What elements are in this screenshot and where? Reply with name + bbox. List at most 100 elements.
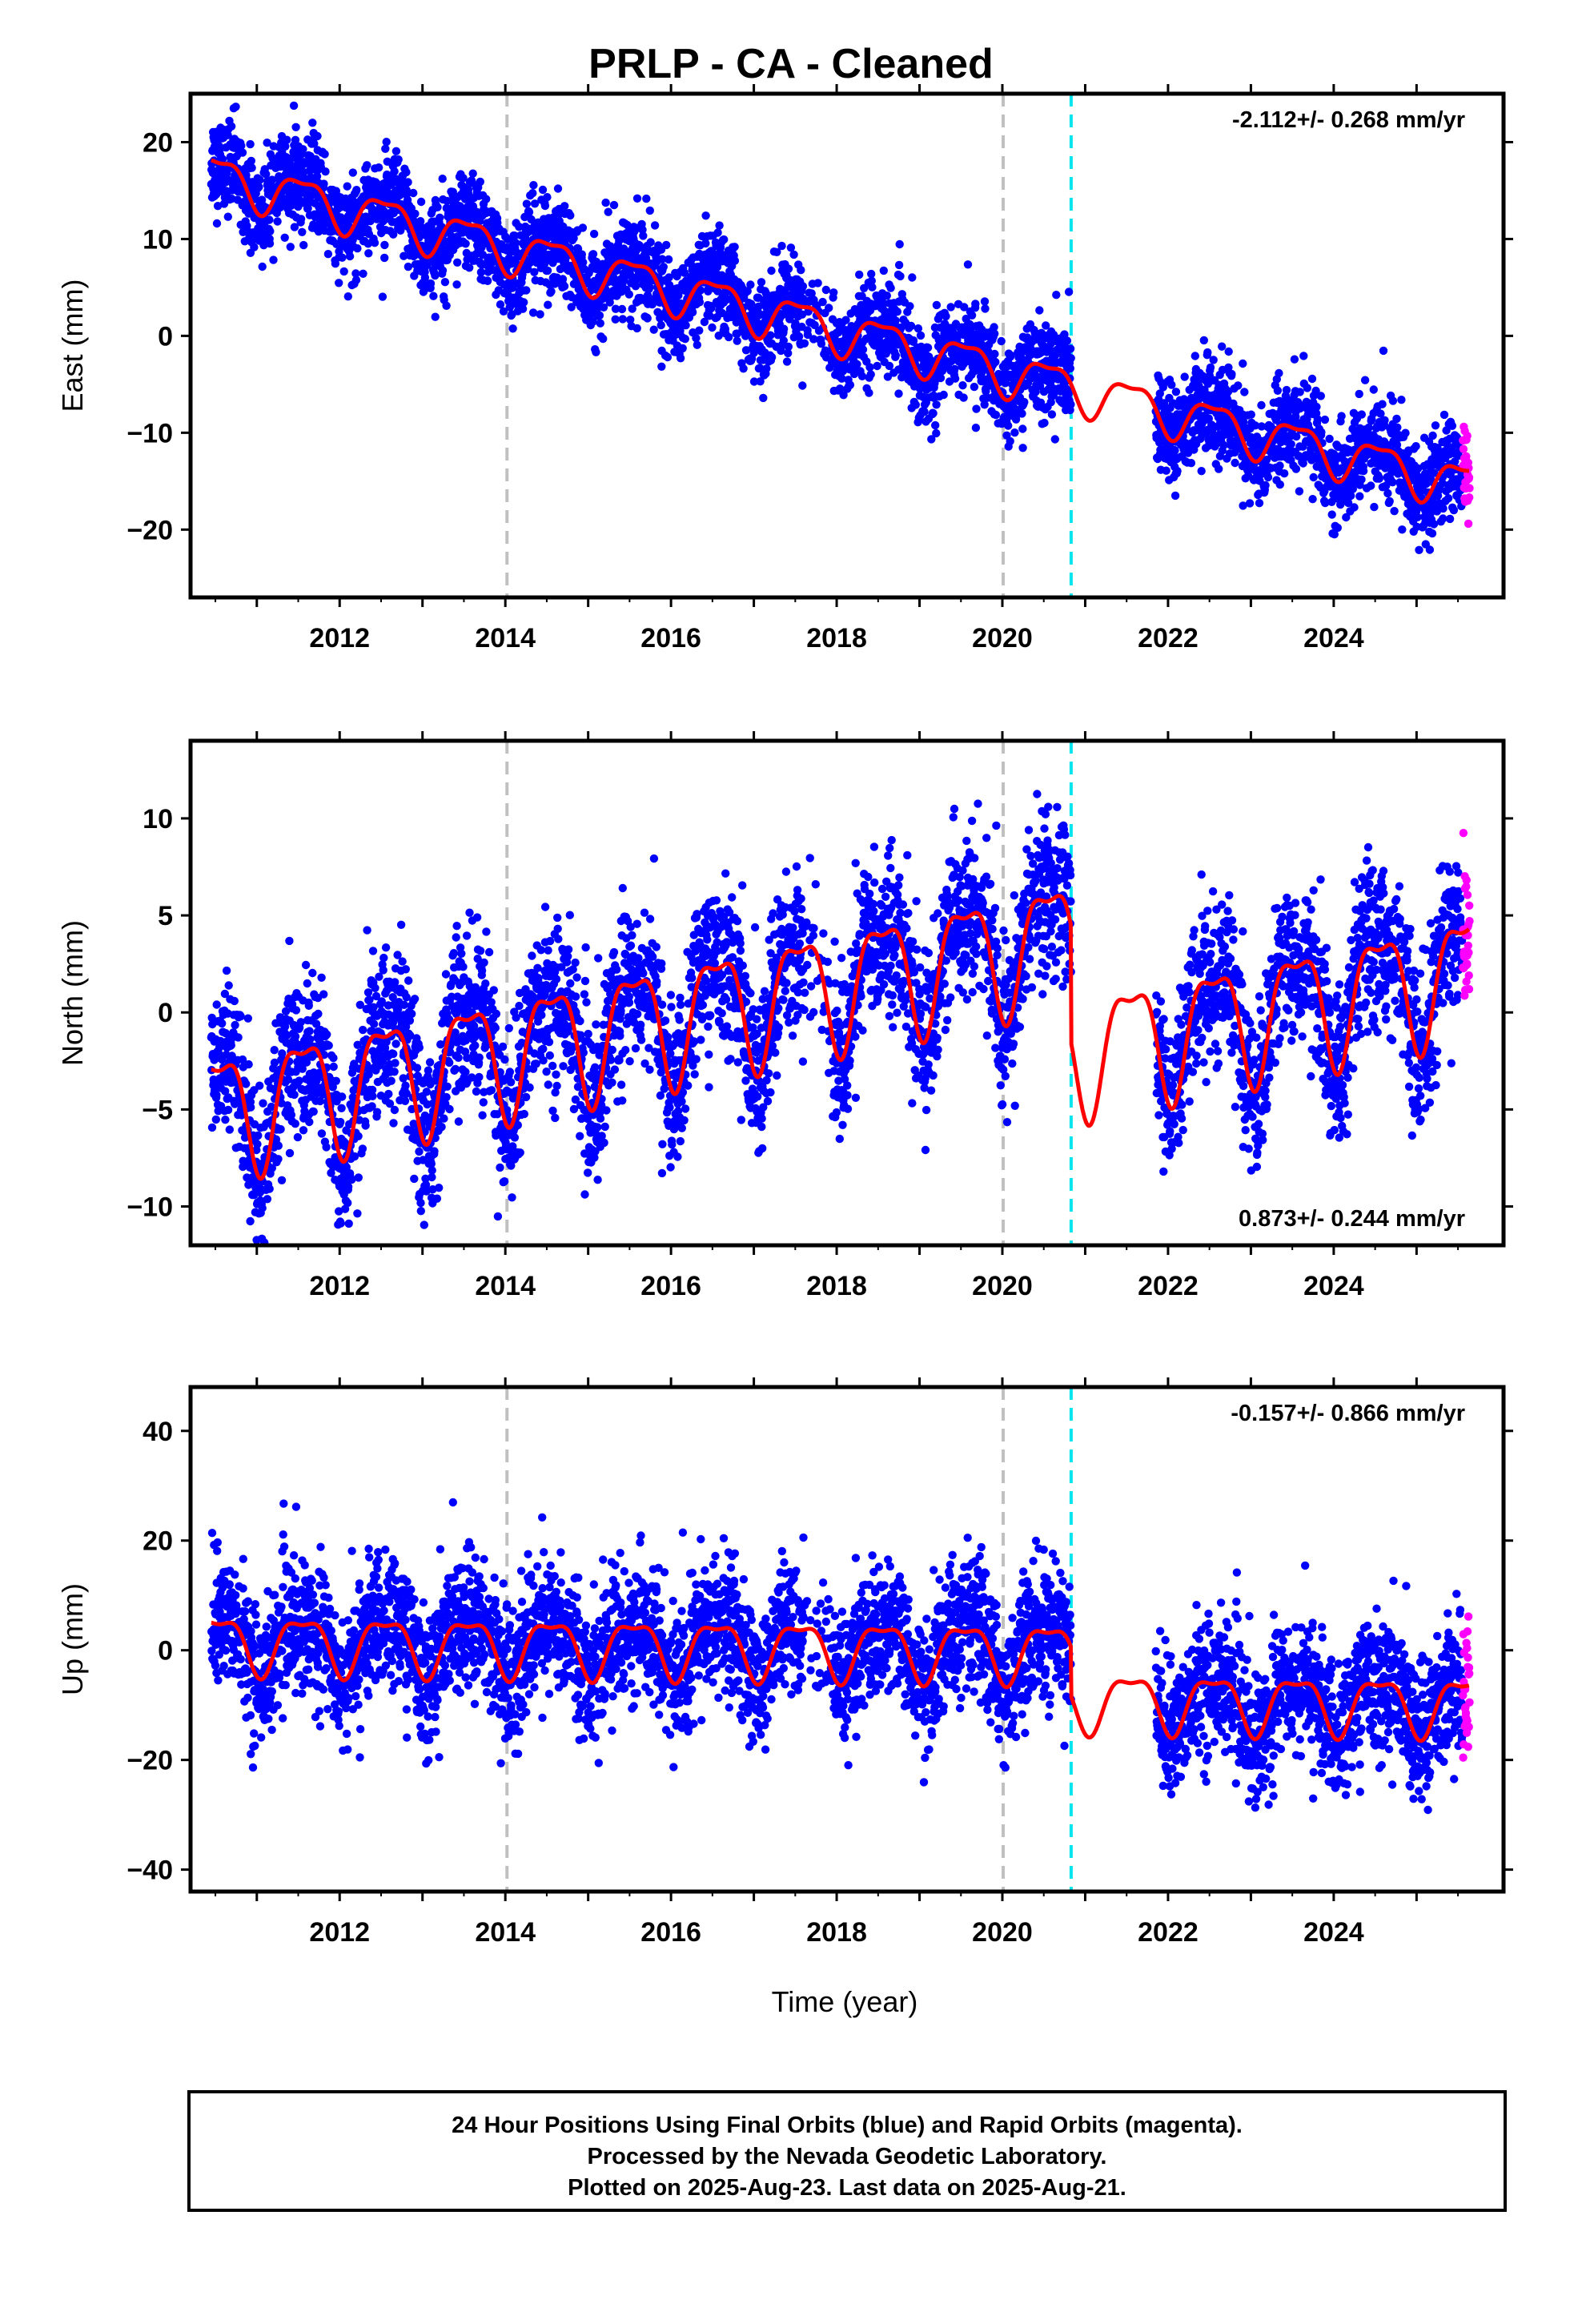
data-point <box>895 239 904 249</box>
data-point <box>1218 342 1227 351</box>
data-point <box>821 285 831 295</box>
data-point <box>639 231 648 240</box>
data-point <box>579 258 588 267</box>
data-point <box>436 213 444 222</box>
data-point <box>287 200 296 209</box>
data-point <box>459 174 468 183</box>
data-point <box>1320 415 1330 424</box>
data-point <box>298 227 307 236</box>
data-point <box>286 243 295 251</box>
data-point <box>659 263 668 271</box>
data-point <box>767 266 776 275</box>
data-point <box>681 335 689 344</box>
data-point <box>1199 336 1209 345</box>
data-point <box>212 219 222 228</box>
data-point <box>221 1116 230 1124</box>
data-point <box>971 424 981 432</box>
data-point <box>308 119 317 127</box>
data-point <box>1309 472 1318 482</box>
data-point <box>343 292 352 301</box>
data-point <box>1388 396 1398 405</box>
data-point <box>258 1204 267 1212</box>
data-point <box>1327 510 1336 519</box>
data-point <box>779 324 789 333</box>
data-point <box>1392 414 1401 424</box>
data-point <box>906 321 916 331</box>
data-point <box>496 300 505 309</box>
data-point <box>967 311 977 320</box>
data-point <box>1255 499 1264 508</box>
data-point <box>1018 424 1027 433</box>
data-point <box>465 263 474 272</box>
data-point <box>1449 505 1459 515</box>
data-point <box>440 278 450 287</box>
data-point <box>784 342 793 352</box>
data-point <box>708 323 717 332</box>
data-point <box>1431 421 1440 430</box>
data-point <box>259 1257 267 1265</box>
data-point <box>276 1124 285 1134</box>
data-point <box>1167 380 1176 389</box>
data-point <box>558 275 568 283</box>
points-north <box>207 790 1474 1265</box>
data-point <box>426 279 436 288</box>
data-point <box>352 186 361 195</box>
data-point <box>218 155 227 164</box>
data-point <box>663 352 673 362</box>
data-point <box>290 1090 299 1100</box>
data-point <box>1206 363 1215 372</box>
data-point <box>882 292 892 300</box>
data-point <box>233 195 242 204</box>
data-point <box>1317 428 1326 436</box>
data-point <box>303 979 311 988</box>
data-point <box>476 177 484 187</box>
data-point <box>929 408 938 418</box>
data-point <box>380 240 389 250</box>
data-point <box>896 271 905 281</box>
data-point <box>483 276 492 285</box>
data-point <box>313 131 322 141</box>
data-point <box>299 1126 308 1135</box>
data-point <box>588 250 598 259</box>
data-point <box>296 215 306 223</box>
data-point <box>261 1249 269 1257</box>
data-point <box>797 266 805 275</box>
data-point <box>1370 502 1379 512</box>
data-point <box>618 315 627 324</box>
data-point <box>596 319 604 328</box>
data-point <box>317 1129 327 1138</box>
data-point <box>482 195 491 203</box>
data-point <box>696 286 705 295</box>
data-point <box>656 320 665 330</box>
data-point <box>1295 487 1304 496</box>
data-point <box>681 321 690 330</box>
data-point <box>617 304 627 314</box>
data-point <box>238 148 247 157</box>
data-point <box>263 1195 272 1204</box>
data-point <box>265 215 274 224</box>
data-point <box>972 404 981 413</box>
data-point <box>1209 356 1218 364</box>
data-point <box>963 260 973 269</box>
data-point <box>518 304 528 313</box>
data-point <box>1299 352 1308 360</box>
data-point <box>353 244 362 253</box>
data-point <box>477 260 487 269</box>
data-point <box>628 304 636 313</box>
data-point <box>255 175 264 184</box>
data-point <box>1390 507 1399 516</box>
data-point <box>980 297 990 306</box>
data-point <box>323 1030 331 1039</box>
data-point <box>766 331 775 340</box>
data-point <box>762 364 771 373</box>
data-point <box>885 361 894 371</box>
data-point <box>784 264 793 273</box>
data-point <box>567 303 576 312</box>
data-point <box>1425 545 1435 554</box>
data-point <box>1215 464 1223 473</box>
data-point <box>295 1076 303 1085</box>
data-point <box>511 239 520 247</box>
data-point <box>800 339 809 348</box>
data-point <box>1312 402 1321 412</box>
data-point <box>231 1020 239 1030</box>
